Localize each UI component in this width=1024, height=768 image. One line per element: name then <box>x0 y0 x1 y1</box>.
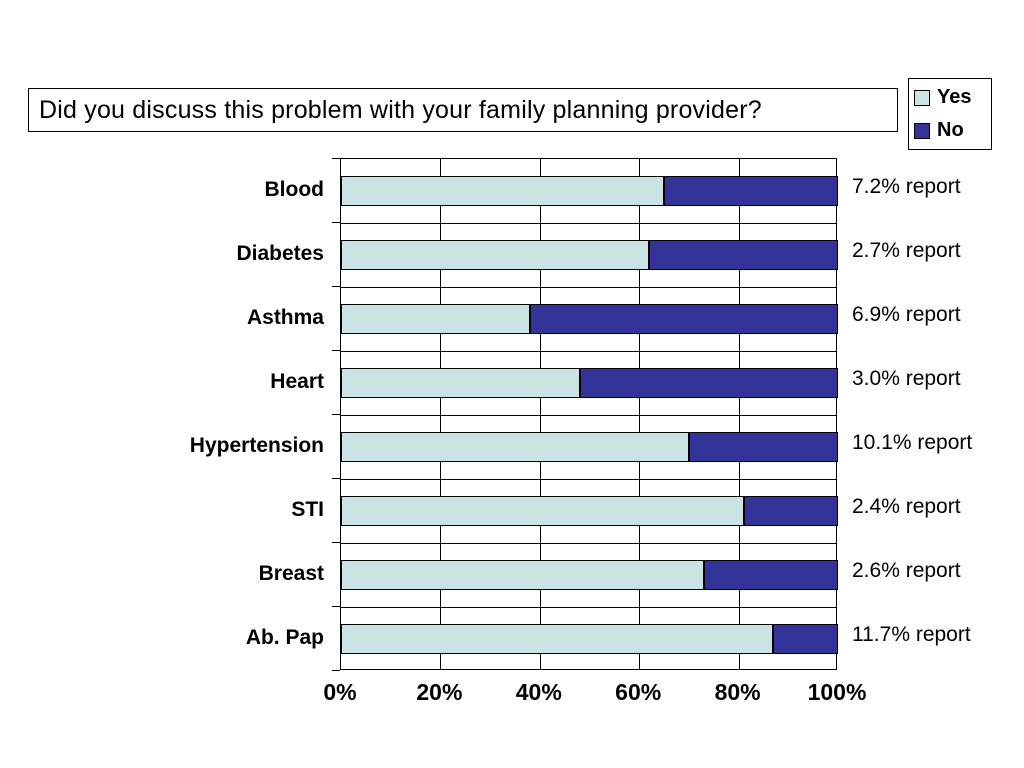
x-tick-label: 0% <box>323 679 357 705</box>
y-axis-tick <box>332 670 340 671</box>
category-label: Ab. Pap <box>245 626 324 649</box>
bar-no-segment <box>688 432 838 462</box>
x-tick-label: 80% <box>714 679 761 705</box>
bar-yes-segment <box>341 496 744 526</box>
x-tick-label: 100% <box>807 679 867 705</box>
legend-swatch-yes <box>914 89 930 106</box>
category-label: Hypertension <box>189 434 324 457</box>
x-tick-label: 20% <box>416 679 463 705</box>
bar-no-segment <box>773 624 838 654</box>
gridline-vertical <box>639 159 641 669</box>
y-axis-tick <box>332 478 340 479</box>
row-separator <box>341 287 836 288</box>
bar-yes-segment <box>341 368 580 398</box>
category-label: Diabetes <box>236 242 324 265</box>
y-axis-tick <box>332 350 340 351</box>
x-tick-label: 40% <box>515 679 562 705</box>
bar-yes-segment <box>341 240 650 270</box>
row-separator <box>341 479 836 480</box>
chart-title: Did you discuss this problem with your f… <box>39 95 762 124</box>
bar-no-segment <box>743 496 838 526</box>
y-axis-tick <box>332 158 340 159</box>
gridline-vertical <box>539 159 541 669</box>
y-axis-tick <box>332 606 340 607</box>
legend-swatch-no <box>914 122 930 139</box>
plot-area <box>340 158 838 670</box>
row-separator <box>341 415 836 416</box>
annotation-label: 2.4% report <box>852 495 961 518</box>
legend-label-yes: Yes <box>937 86 972 108</box>
annotation-label: 11.7% report <box>852 623 971 646</box>
category-label: STI <box>291 498 324 521</box>
annotation-label: 7.2% report <box>852 175 961 198</box>
annotation-label: 2.6% report <box>852 559 961 582</box>
x-tick-label: 60% <box>615 679 662 705</box>
y-axis-tick <box>332 286 340 287</box>
category-label: Heart <box>270 370 324 393</box>
legend-item-no: No <box>914 119 986 142</box>
chart-title-box: Did you discuss this problem with your f… <box>28 88 898 132</box>
bar-yes-segment <box>341 304 530 334</box>
annotation-label: 10.1% report <box>852 431 973 454</box>
bar-no-segment <box>649 240 838 270</box>
bar-yes-segment <box>341 432 689 462</box>
annotation-label: 2.7% report <box>852 239 961 262</box>
annotation-label: 6.9% report <box>852 303 961 326</box>
bar-no-segment <box>703 560 838 590</box>
legend-label-no: No <box>937 119 964 141</box>
bar-no-segment <box>579 368 838 398</box>
annotation-label: 3.0% report <box>852 367 961 390</box>
row-separator <box>341 607 836 608</box>
gridline-vertical <box>440 159 442 669</box>
row-separator <box>341 223 836 224</box>
category-label: Breast <box>258 562 324 585</box>
bar-yes-segment <box>341 624 774 654</box>
gridline-vertical <box>738 159 740 669</box>
bar-no-segment <box>529 304 838 334</box>
y-axis-tick <box>332 542 340 543</box>
y-axis-tick <box>332 222 340 223</box>
row-separator <box>341 543 836 544</box>
legend-item-yes: Yes <box>914 86 986 109</box>
y-axis-tick <box>332 414 340 415</box>
category-label: Asthma <box>246 306 324 329</box>
bar-no-segment <box>664 176 838 206</box>
legend: Yes No <box>908 78 992 150</box>
bar-yes-segment <box>341 560 704 590</box>
row-separator <box>341 351 836 352</box>
category-label: Blood <box>264 178 324 201</box>
bar-yes-segment <box>341 176 665 206</box>
